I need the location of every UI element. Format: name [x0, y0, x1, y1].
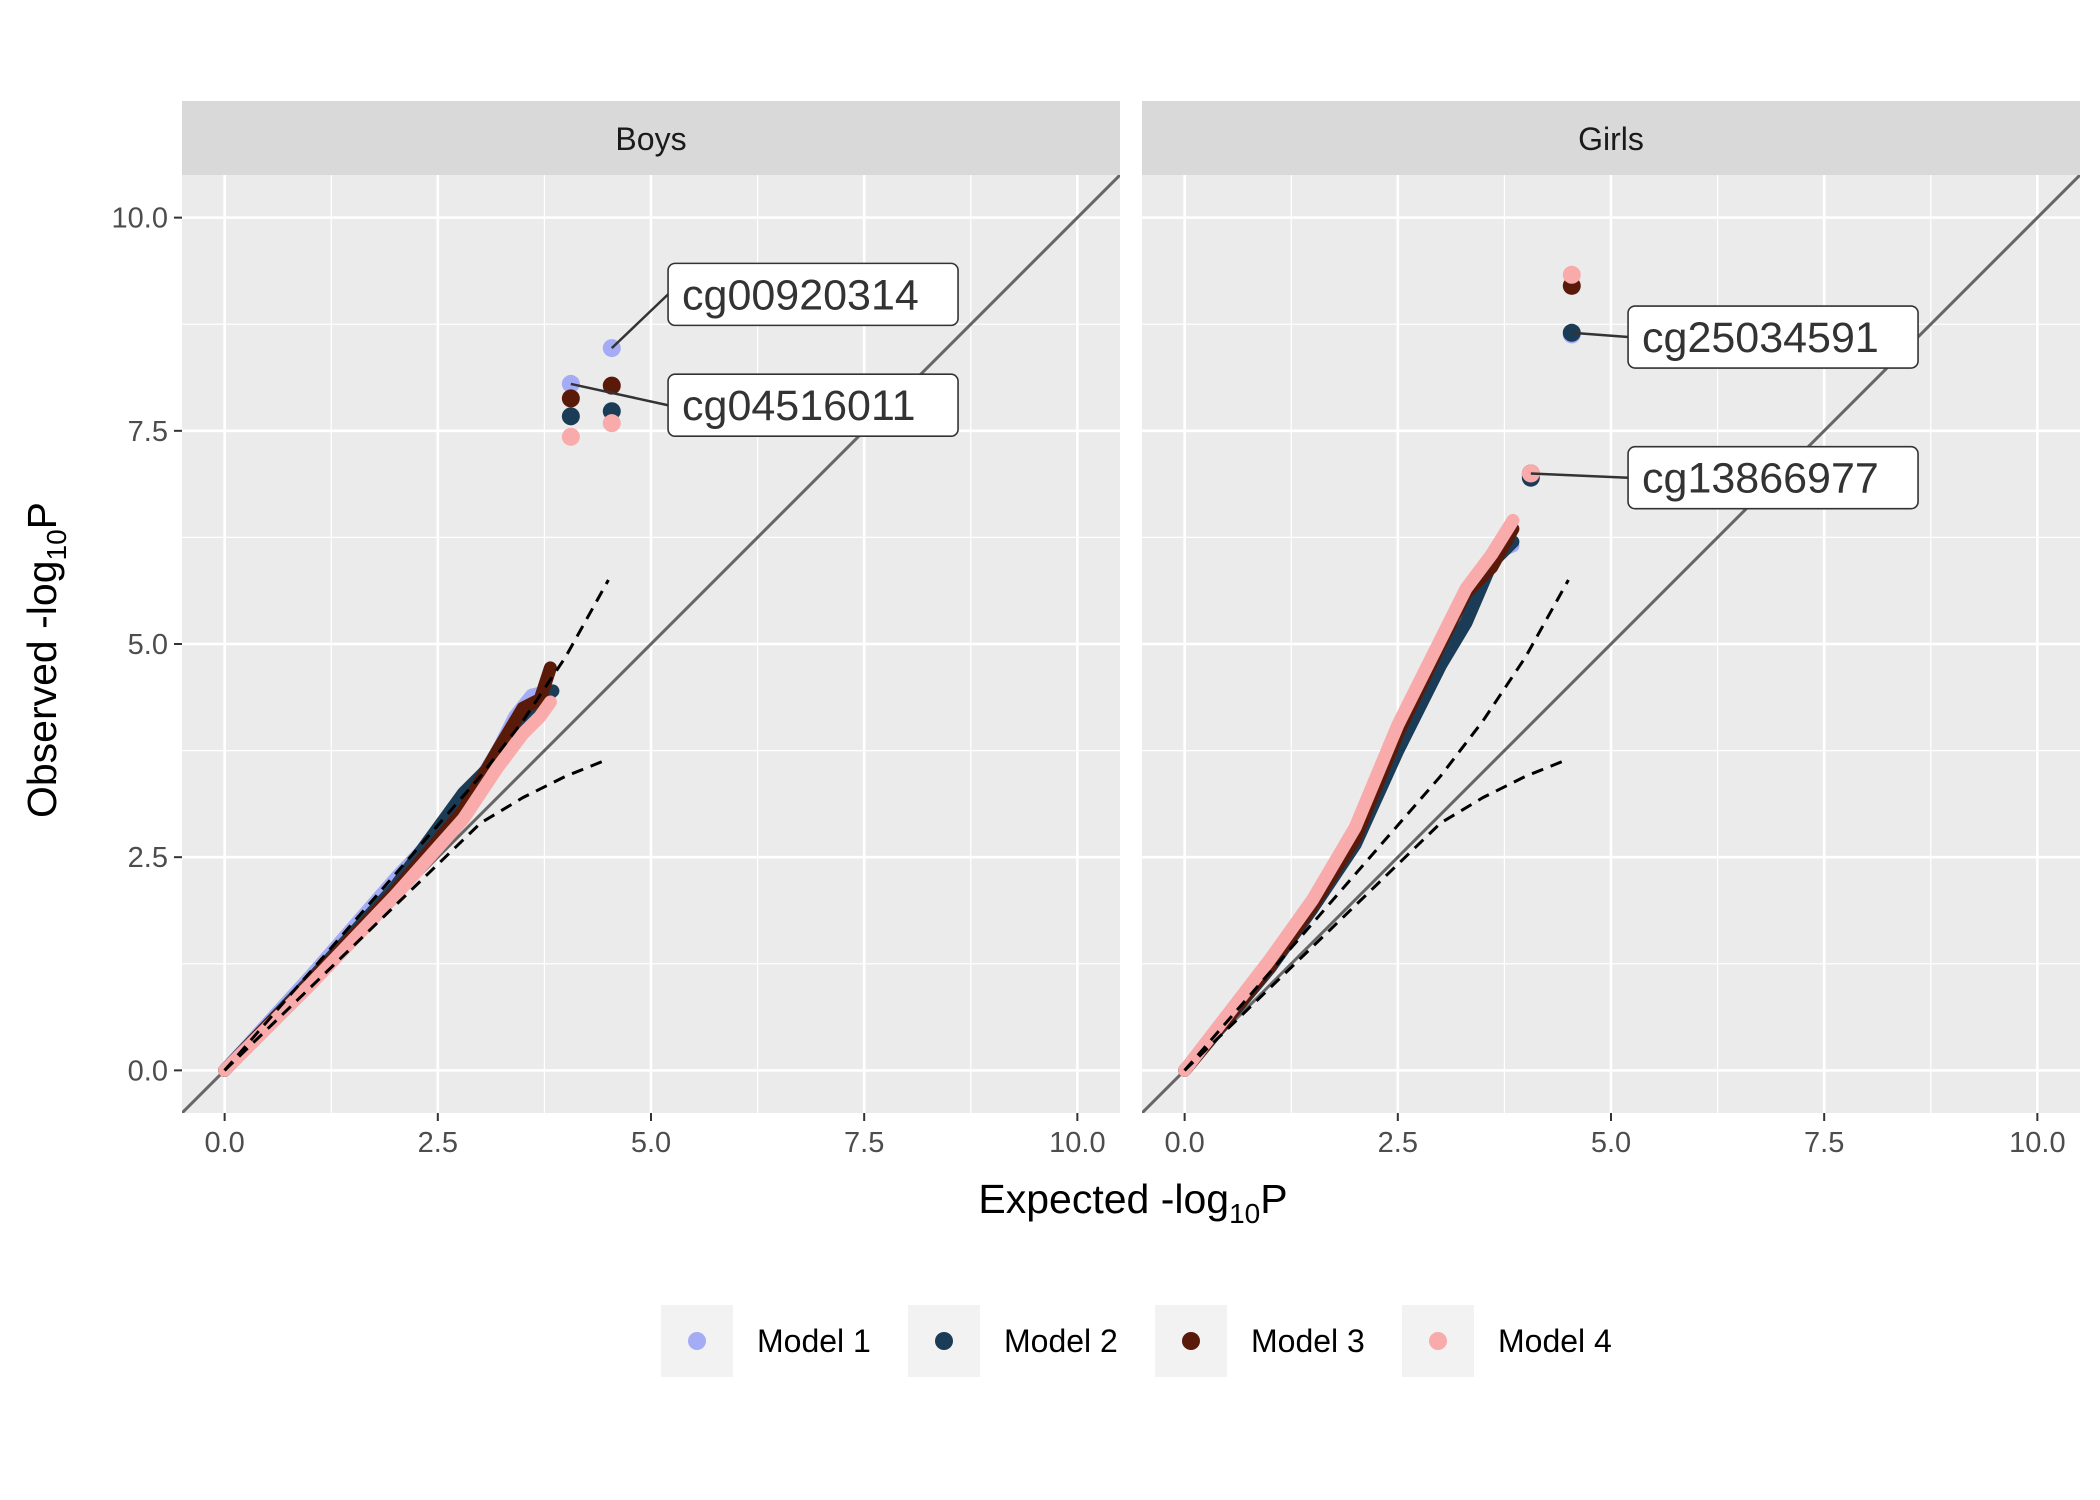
x-tick-label: 0.0 — [1164, 1127, 1204, 1159]
cpg-label-box — [667, 262, 959, 327]
cpg-label-leader — [570, 382, 669, 407]
legend-marker — [1182, 1332, 1200, 1350]
cpg-label-text: cg13866977 — [1642, 455, 1879, 503]
data-point-model-3 — [602, 376, 621, 395]
confidence-band-upper — [223, 579, 610, 1072]
panel-boys: Boys 0.0 2.5 5.0 7.5 10.0 0.0 2.5 5.0 7.5 10.0 cg00… — [112, 101, 1120, 1159]
y-tick-label: 10.0 — [112, 203, 168, 235]
y-tick-label: 7.5 — [128, 416, 168, 448]
cpg-label-box — [1627, 445, 1919, 510]
plot-area — [1142, 175, 2080, 1113]
legend-item-model-2: Model 2 — [908, 1305, 1118, 1377]
cpg-label: cg25034591 — [1571, 305, 1919, 369]
legend: Model 1 Model 2 Model 3 Model 4 — [661, 1305, 1612, 1377]
legend-label: Model 4 — [1498, 1323, 1612, 1359]
facet-strip-title: Boys — [615, 121, 686, 157]
cpg-label: cg13866977 — [1530, 445, 1919, 510]
data-point-model-4 — [602, 414, 621, 433]
legend-marker — [935, 1332, 953, 1350]
data-point-model-4 — [561, 427, 580, 446]
x-tick-label: 0.0 — [204, 1127, 244, 1159]
x-tick-label: 7.5 — [1804, 1127, 1844, 1159]
x-axis-title: Expected -log10P — [978, 1176, 1287, 1229]
series-points-model-4 — [218, 695, 557, 1077]
y-axis-title: Observed -log10P — [19, 502, 72, 818]
legend-item-model-1: Model 1 — [661, 1305, 871, 1377]
cpg-label-box — [667, 373, 959, 438]
legend-marker — [688, 1332, 706, 1350]
cpg-label: cg00920314 — [610, 262, 959, 350]
x-tick-label: 5.0 — [1591, 1127, 1631, 1159]
cpg-label-leader — [610, 293, 669, 350]
facet-strip — [1142, 101, 2080, 175]
y-tick-label: 2.5 — [128, 842, 168, 874]
y-tick-label: 0.0 — [128, 1055, 168, 1087]
x-tick-label: 7.5 — [844, 1127, 884, 1159]
x-tick-label: 5.0 — [631, 1127, 671, 1159]
legend-item-model-3: Model 3 — [1155, 1305, 1365, 1377]
x-tick-label: 10.0 — [2009, 1127, 2065, 1159]
panel-girls: Girls 0.0 2.5 5.0 7.5 10.0 cg25034591 cg1386697… — [1142, 101, 2080, 1159]
cpg-label-text: cg25034591 — [1642, 314, 1879, 362]
cpg-label: cg04516011 — [570, 373, 959, 438]
data-point-model-4 — [1562, 265, 1581, 284]
facet-strip-title: Girls — [1578, 121, 1644, 157]
data-point-model-2 — [561, 407, 580, 426]
series-points-model-4 — [1178, 513, 1520, 1077]
legend-item-model-4: Model 4 — [1402, 1305, 1612, 1377]
confidence-band-upper — [1183, 579, 1570, 1072]
identity-reference-line — [1142, 175, 2080, 1113]
cpg-label-leader — [1530, 472, 1629, 479]
data-point-model-3 — [561, 389, 580, 408]
x-tick-label: 2.5 — [418, 1127, 458, 1159]
confidence-band-lower — [223, 757, 609, 1072]
legend-label: Model 1 — [757, 1323, 871, 1359]
legend-marker — [1429, 1332, 1447, 1350]
facet-strip — [182, 101, 1120, 175]
cpg-label-text: cg00920314 — [682, 271, 919, 319]
confidence-band-lower — [1183, 757, 1569, 1072]
facet-panels: Boys 0.0 2.5 5.0 7.5 10.0 0.0 2.5 5.0 7.5 10.0 cg00… — [112, 101, 2080, 1159]
x-tick-label: 10.0 — [1049, 1127, 1105, 1159]
plot-area — [182, 175, 1120, 1113]
cpg-label-text: cg04516011 — [682, 382, 916, 430]
x-tick-label: 2.5 — [1378, 1127, 1418, 1159]
legend-label: Model 3 — [1251, 1323, 1365, 1359]
y-tick-label: 5.0 — [128, 629, 168, 661]
cpg-label-leader — [1571, 331, 1629, 339]
cpg-label-box — [1627, 305, 1919, 369]
legend-label: Model 2 — [1004, 1323, 1118, 1359]
